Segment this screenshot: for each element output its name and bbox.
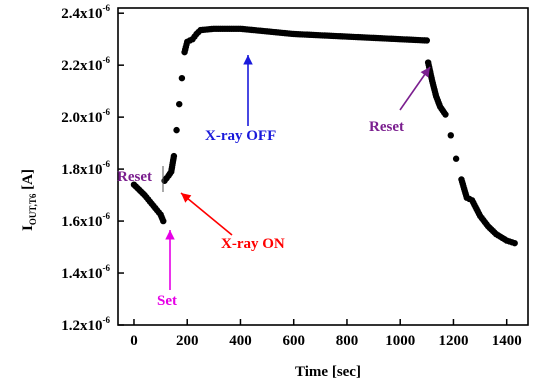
y-tick-label: 1.8x10-6 bbox=[61, 159, 110, 178]
y-tick-label: 1.2x10-6 bbox=[61, 315, 110, 334]
x-tick-label: 1000 bbox=[385, 333, 415, 349]
y-axis-label-main: I bbox=[20, 225, 36, 231]
y-tick-label: 2.0x10-6 bbox=[61, 107, 110, 126]
x-tick-label: 600 bbox=[282, 333, 305, 349]
x-axis-ticks: 0 200 400 600 800 1000 1200 1400 bbox=[130, 319, 522, 349]
y-axis-label: IOUT,T6 [A] bbox=[20, 169, 38, 231]
y-axis-label-subscript: OUT,T6 bbox=[28, 193, 38, 225]
data-series bbox=[130, 25, 518, 247]
y-axis-ticks: 1.2x10-6 1.4x10-6 1.6x10-6 1.8x10-6 2.0x10-6… bbox=[61, 3, 124, 334]
annotation-set: Set bbox=[157, 293, 177, 309]
y-axis-label-unit: [A] bbox=[20, 169, 36, 194]
x-tick-label: 1200 bbox=[438, 333, 468, 349]
data-point bbox=[442, 111, 449, 118]
reset-right-arrow bbox=[399, 66, 431, 111]
annotation-xray-on: X-ray ON bbox=[221, 236, 285, 252]
x-axis-label: Time [sec] bbox=[295, 364, 361, 380]
x-tick-label: 400 bbox=[229, 333, 252, 349]
data-point bbox=[178, 74, 186, 82]
annotation-xray-off: X-ray OFF bbox=[205, 128, 276, 144]
xray-on-arrow bbox=[180, 192, 233, 236]
annotation-reset-right: Reset bbox=[369, 119, 404, 135]
y-tick-label: 1.4x10-6 bbox=[61, 263, 110, 282]
data-point bbox=[423, 37, 431, 44]
x-tick-label: 800 bbox=[336, 333, 359, 349]
data-point bbox=[160, 217, 167, 225]
y-tick-label: 2.4x10-6 bbox=[61, 3, 110, 22]
annotations: Reset Set X-ray ON X-ray OFF Reset bbox=[117, 54, 431, 309]
data-point bbox=[511, 239, 518, 247]
annotation-reset-left: Reset bbox=[117, 169, 152, 185]
data-point bbox=[452, 155, 460, 162]
y-tick-label: 1.6x10-6 bbox=[61, 211, 110, 230]
x-tick-label: 0 bbox=[130, 333, 138, 349]
x-tick-label: 200 bbox=[176, 333, 199, 349]
plot-frame bbox=[117, 7, 529, 326]
y-tick-label: 2.2x10-6 bbox=[61, 55, 110, 74]
data-point bbox=[447, 132, 454, 139]
data-point bbox=[173, 126, 180, 134]
data-point bbox=[170, 152, 178, 160]
data-point bbox=[176, 100, 183, 108]
x-tick-label: 1400 bbox=[492, 333, 522, 349]
